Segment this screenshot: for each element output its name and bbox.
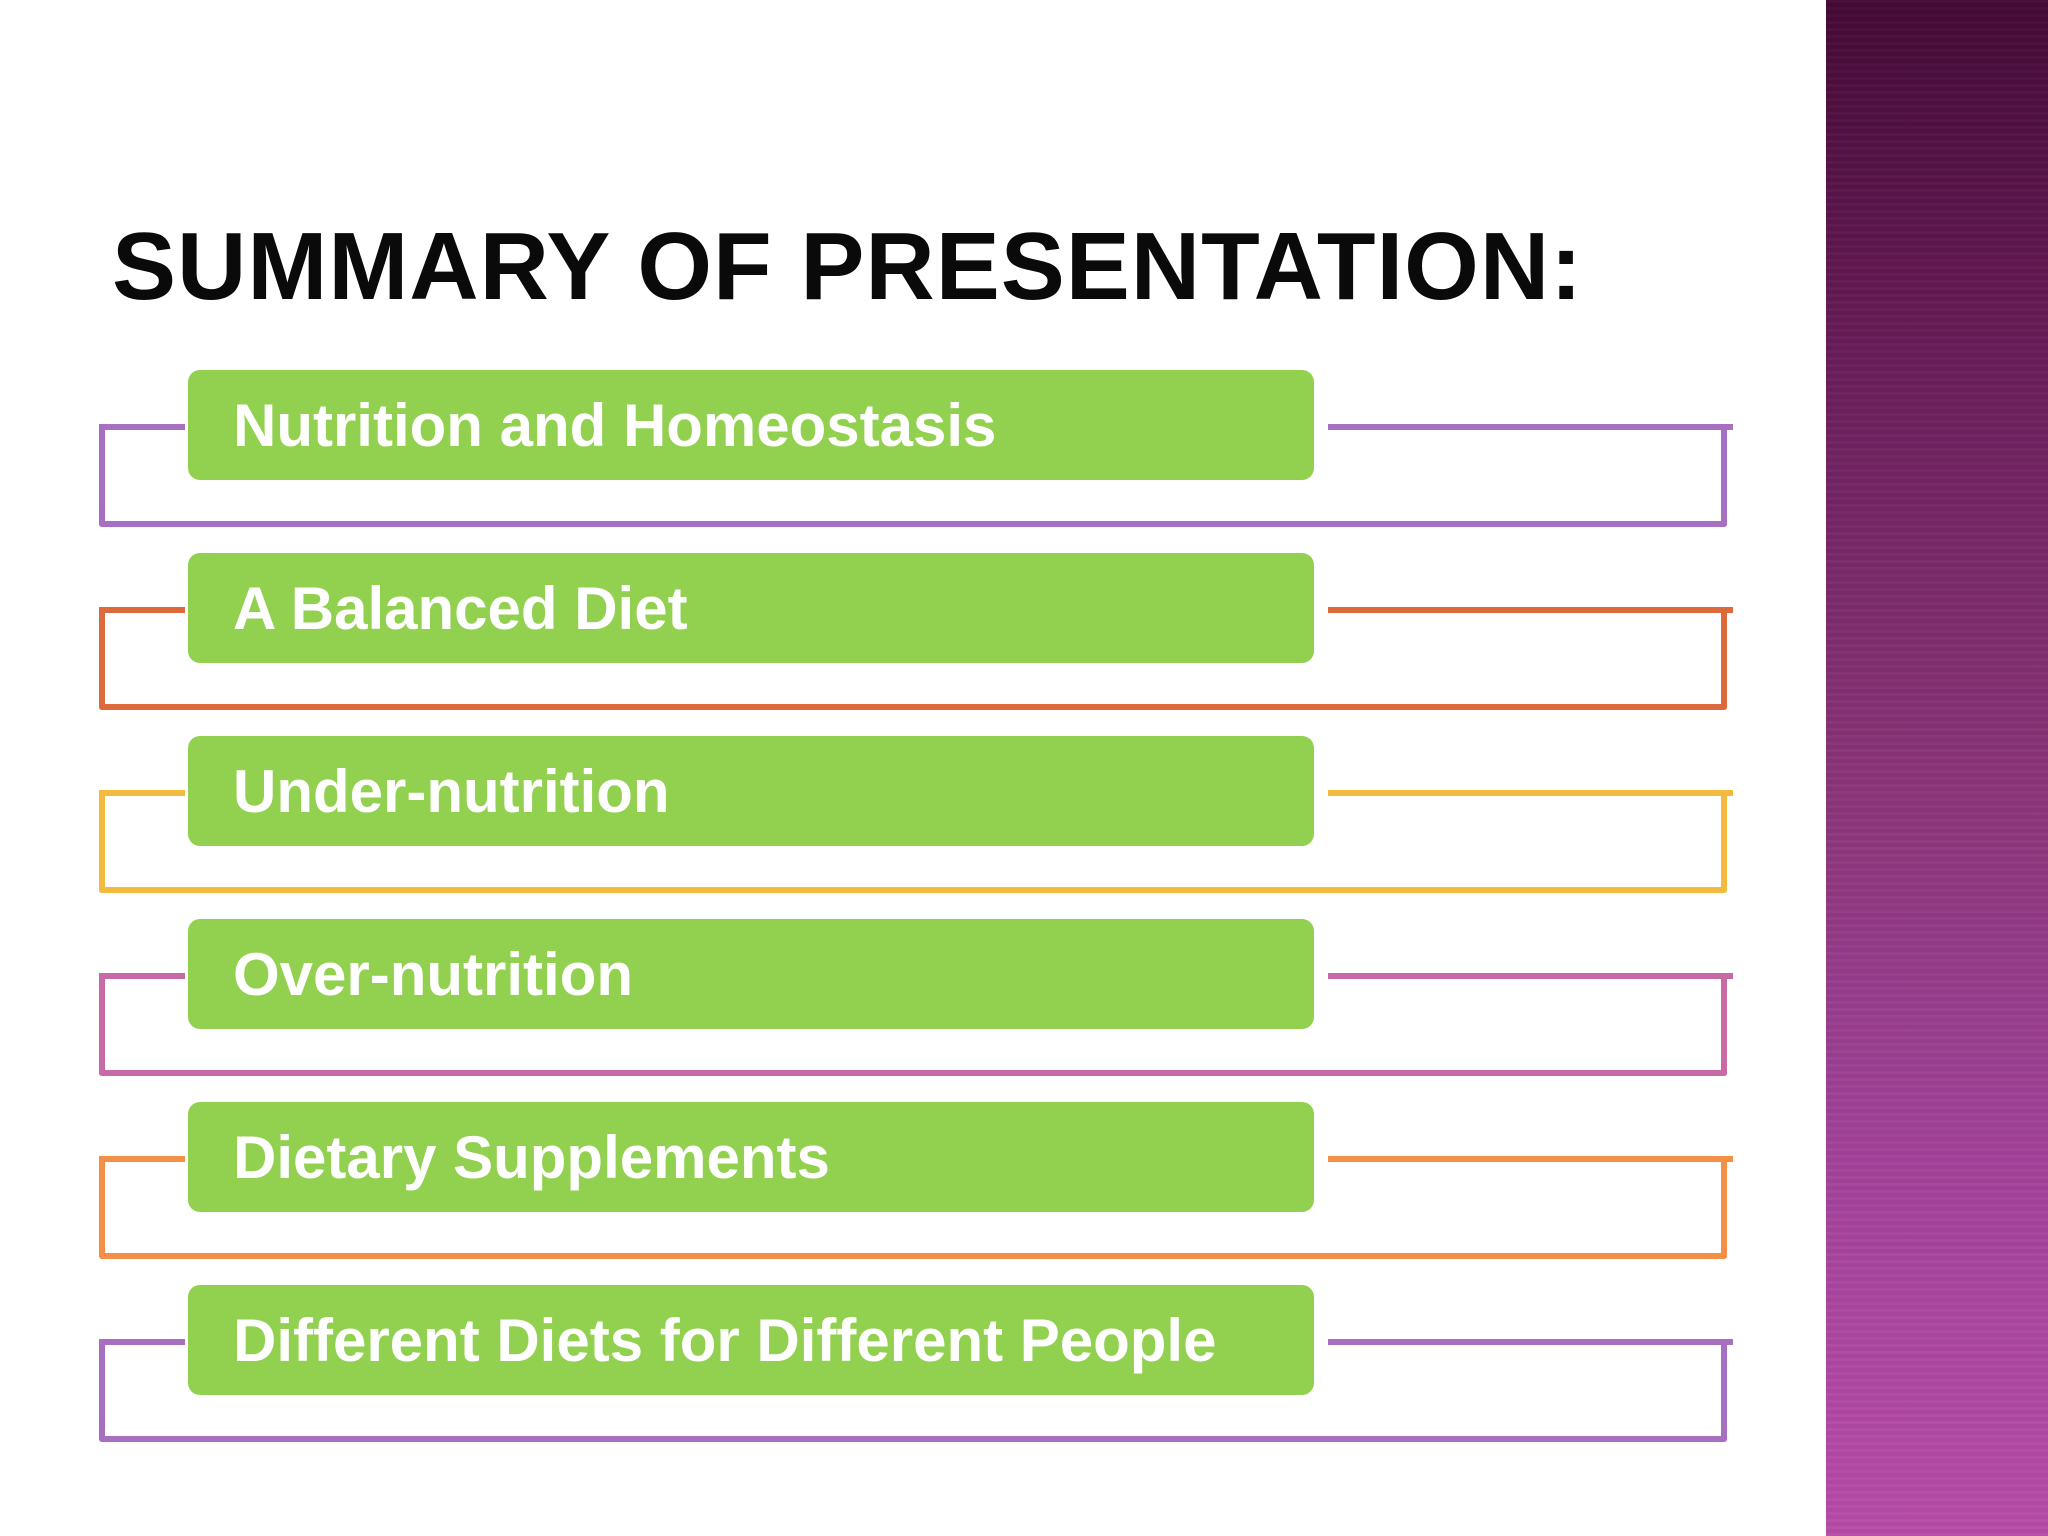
- bracket-top-left: [99, 790, 185, 796]
- bracket-top-right: [1328, 1156, 1733, 1162]
- decorative-side-band: [1826, 0, 2048, 1536]
- page-title: SUMMARY OF PRESENTATION:: [112, 213, 1584, 320]
- bracket-top-left: [99, 424, 185, 430]
- list-item-label: A Balanced Diet: [233, 574, 688, 642]
- list-item[interactable]: Nutrition and Homeostasis: [188, 370, 1314, 480]
- list-item-label: Over-nutrition: [233, 940, 633, 1008]
- item-bracket: [99, 607, 1733, 710]
- bracket-top-right: [1328, 973, 1733, 979]
- bracket-top-left: [99, 1156, 185, 1162]
- list-item-label: Dietary Supplements: [233, 1123, 830, 1191]
- list-item-label: Under-nutrition: [233, 757, 670, 825]
- bracket-top-left: [99, 973, 185, 979]
- bracket-top-left: [99, 607, 185, 613]
- item-bracket: [99, 1156, 1733, 1259]
- list-item[interactable]: Under-nutrition: [188, 736, 1314, 846]
- bracket-top-left: [99, 1339, 185, 1345]
- bracket-top-right: [1328, 607, 1733, 613]
- list-item-label: Different Diets for Different People: [233, 1306, 1217, 1374]
- list-item[interactable]: Dietary Supplements: [188, 1102, 1314, 1212]
- item-bracket: [99, 424, 1733, 527]
- list-item[interactable]: A Balanced Diet: [188, 553, 1314, 663]
- bracket-top-right: [1328, 790, 1733, 796]
- list-item[interactable]: Over-nutrition: [188, 919, 1314, 1029]
- item-bracket: [99, 1339, 1733, 1442]
- bracket-top-right: [1328, 424, 1733, 430]
- list-item-label: Nutrition and Homeostasis: [233, 391, 997, 459]
- item-bracket: [99, 790, 1733, 893]
- slide-canvas: SUMMARY OF PRESENTATION: Nutrition and H…: [99, 213, 1733, 1442]
- item-list: Nutrition and Homeostasis A Balanced Die…: [99, 370, 1733, 1442]
- item-bracket: [99, 973, 1733, 1076]
- bracket-top-right: [1328, 1339, 1733, 1345]
- list-item[interactable]: Different Diets for Different People: [188, 1285, 1314, 1395]
